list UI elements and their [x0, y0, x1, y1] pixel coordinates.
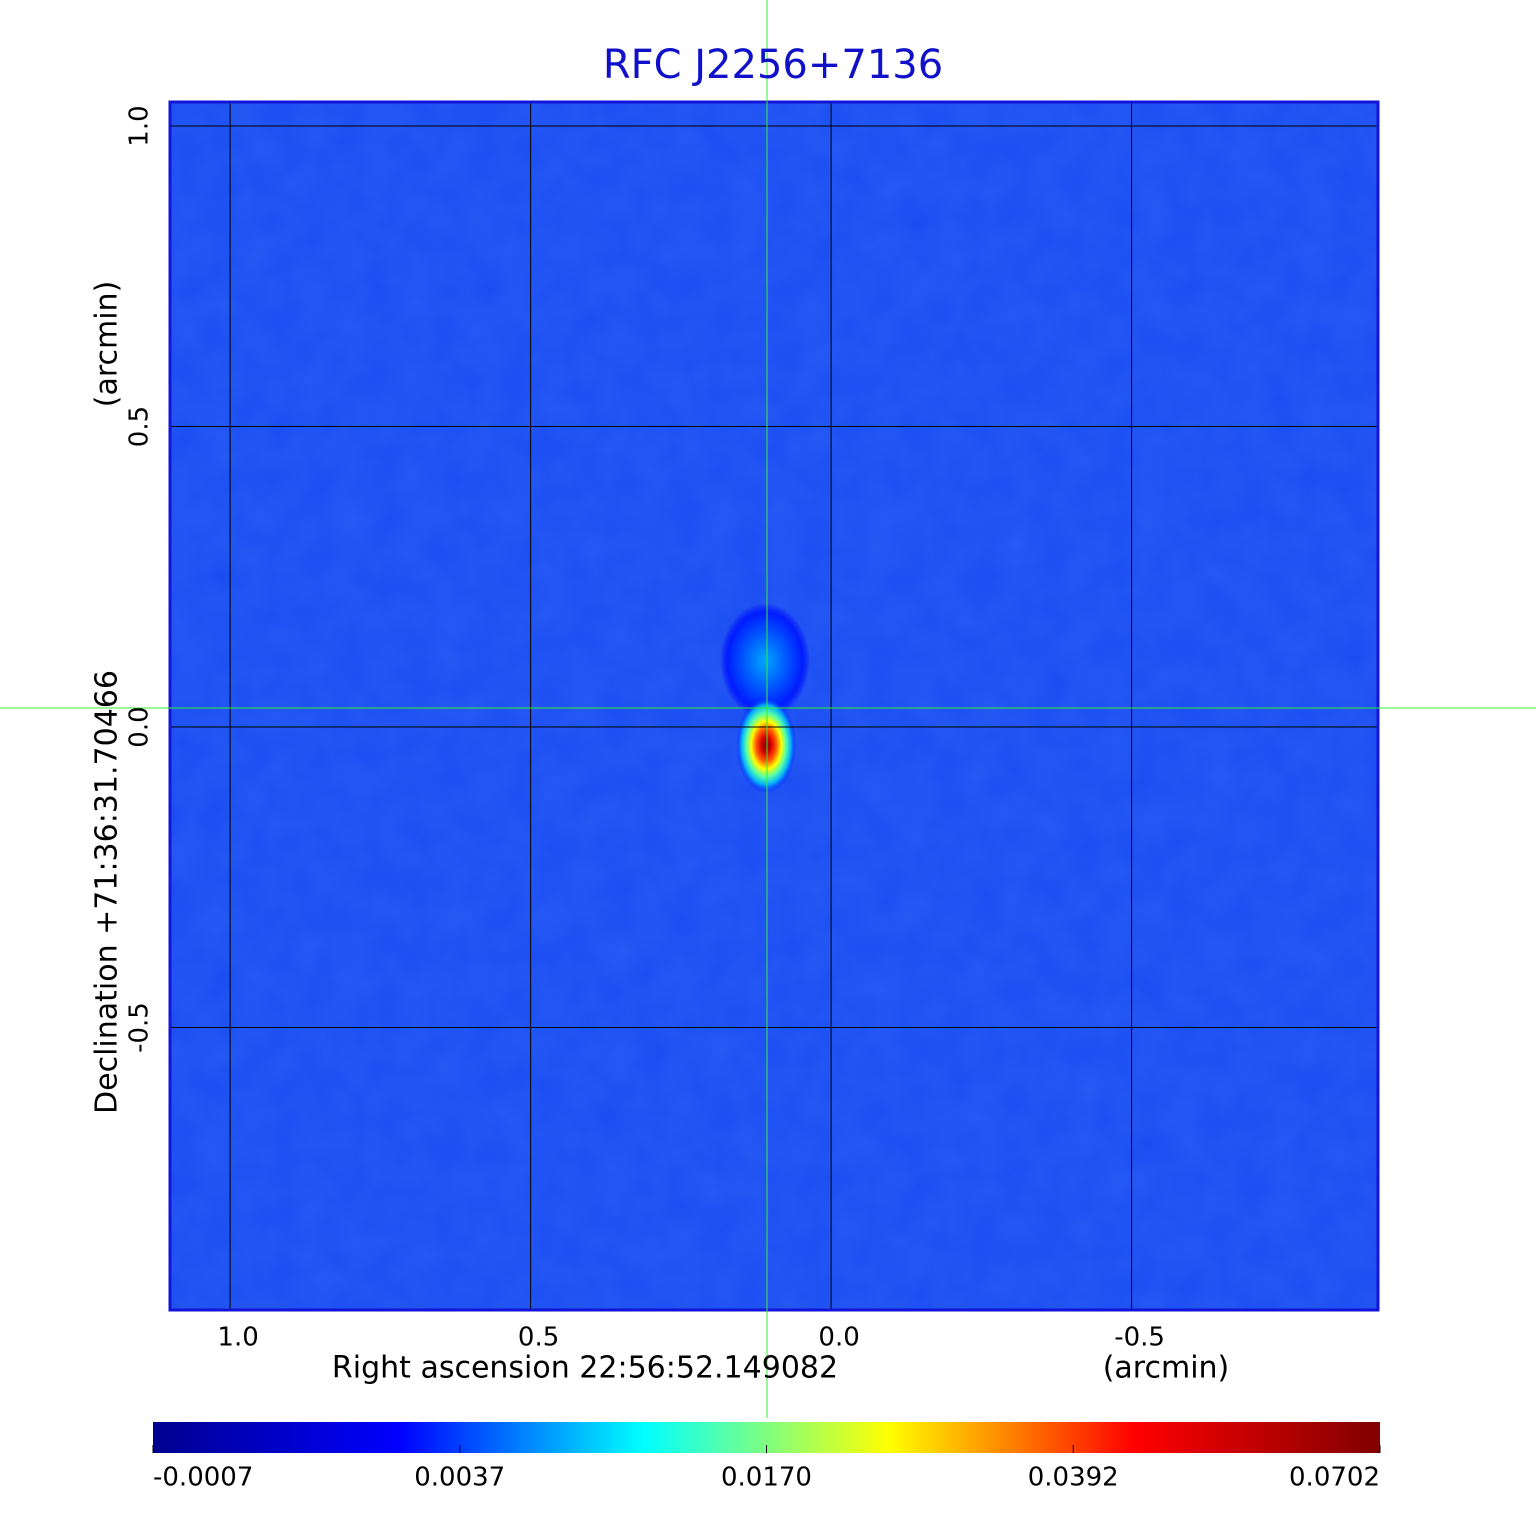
- colorbar-tick-label: 0.0392: [1028, 1463, 1119, 1493]
- y-tick-label: 1.0: [125, 105, 155, 146]
- grid: [170, 102, 1378, 1310]
- y-tick-label: 0.0: [125, 706, 155, 747]
- y-tick-label: 0.5: [125, 406, 155, 447]
- colorbar-tick-label: 0.0037: [414, 1463, 505, 1493]
- colorbar-tick-label: -0.0007: [153, 1463, 253, 1493]
- chart-title: RFC J2256+7136: [603, 42, 943, 88]
- x-tick-label: 0.0: [818, 1323, 859, 1353]
- y-tick-label: -0.5: [125, 1002, 155, 1053]
- colorbar-tick-label: 0.0702: [1289, 1463, 1380, 1493]
- x-tick-label: 0.5: [518, 1323, 559, 1353]
- x-tick-label: -0.5: [1114, 1323, 1165, 1353]
- colorbar-tick-label: 0.0170: [721, 1463, 812, 1493]
- x-axis-unit: (arcmin): [1103, 1351, 1230, 1386]
- plot-frame: [168, 100, 1380, 1312]
- x-axis-label: Right ascension 22:56:52.149082: [332, 1351, 838, 1386]
- source-component: [719, 602, 810, 719]
- y-axis-label: Declination +71:36:31.70466: [90, 670, 125, 1114]
- y-axis-unit: (arcmin): [90, 281, 125, 408]
- colorbar-ticks: -0.0007 0.0037 0.0170 0.0392 0.0702: [152, 1445, 1381, 1493]
- source-component: [736, 697, 797, 794]
- x-tick-label: 1.0: [217, 1323, 258, 1353]
- image-area: [719, 602, 810, 794]
